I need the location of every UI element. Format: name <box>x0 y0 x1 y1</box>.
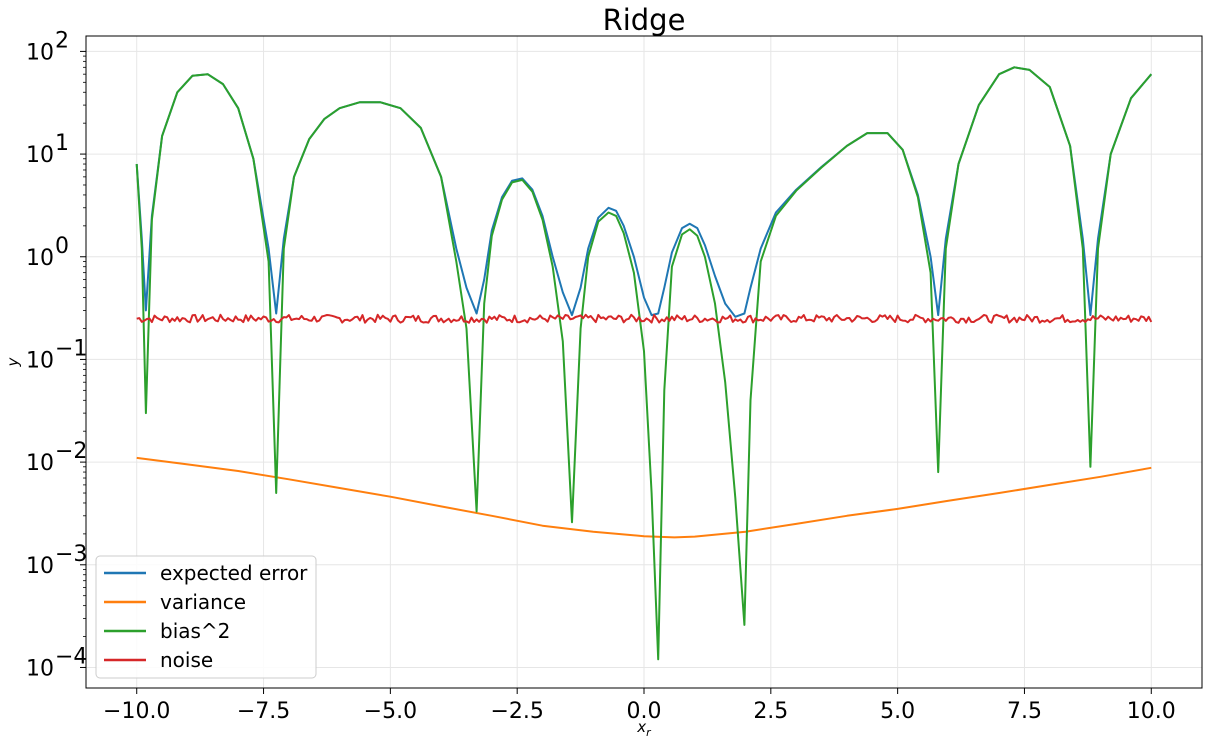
legend-label: bias^2 <box>160 619 230 643</box>
legend-box <box>95 555 317 679</box>
y-tick-label: 10 <box>26 656 54 681</box>
x-axis-label: xr <box>636 718 652 739</box>
y-tick-exponent: 1 <box>55 131 69 156</box>
series-line-variance <box>136 456 1152 539</box>
y-tick-exponent: 0 <box>55 234 69 259</box>
y-tick-exponent: −4 <box>55 644 87 669</box>
legend: expected error variance bias^2 noise <box>95 555 317 679</box>
x-tick-label: 5.0 <box>880 699 915 724</box>
y-tick-exponent: −1 <box>55 336 87 361</box>
y-tick-label: 10 <box>26 246 54 271</box>
y-tick-label: 10 <box>26 348 54 373</box>
y-tick-label: 10 <box>26 554 54 579</box>
x-tick-label: 2.5 <box>753 699 788 724</box>
y-tick-label: 10 <box>26 143 54 168</box>
x-tick-label: −2.5 <box>490 699 543 724</box>
x-tick-label: 7.5 <box>1007 699 1042 724</box>
axis-ticks: −10.0 −7.5 −5.0 −2.5 0.0 2.5 5.0 7.5 10.010 −410−… <box>26 28 1176 724</box>
y-axis-label: y <box>4 356 22 367</box>
y-tick-exponent: −2 <box>55 439 87 464</box>
legend-label: expected error <box>160 561 308 585</box>
y-tick-label: 10 <box>26 451 54 476</box>
chart-title: Ridge <box>603 3 686 37</box>
x-tick-label: 0.0 <box>627 699 662 724</box>
x-tick-label: 10.0 <box>1127 699 1176 724</box>
grid <box>86 36 1202 688</box>
y-tick-exponent: −3 <box>55 542 87 567</box>
series-line-noise <box>136 313 1153 324</box>
legend-label: variance <box>160 590 246 614</box>
y-tick-label: 10 <box>26 40 54 65</box>
y-tick-exponent: 2 <box>55 28 69 53</box>
x-tick-label: −5.0 <box>364 699 417 724</box>
x-tick-label: −10.0 <box>103 699 170 724</box>
x-tick-label: −7.5 <box>237 699 290 724</box>
series-line-bias-2 <box>135 66 1153 661</box>
series-lines <box>135 66 1153 661</box>
legend-label: noise <box>160 648 213 672</box>
